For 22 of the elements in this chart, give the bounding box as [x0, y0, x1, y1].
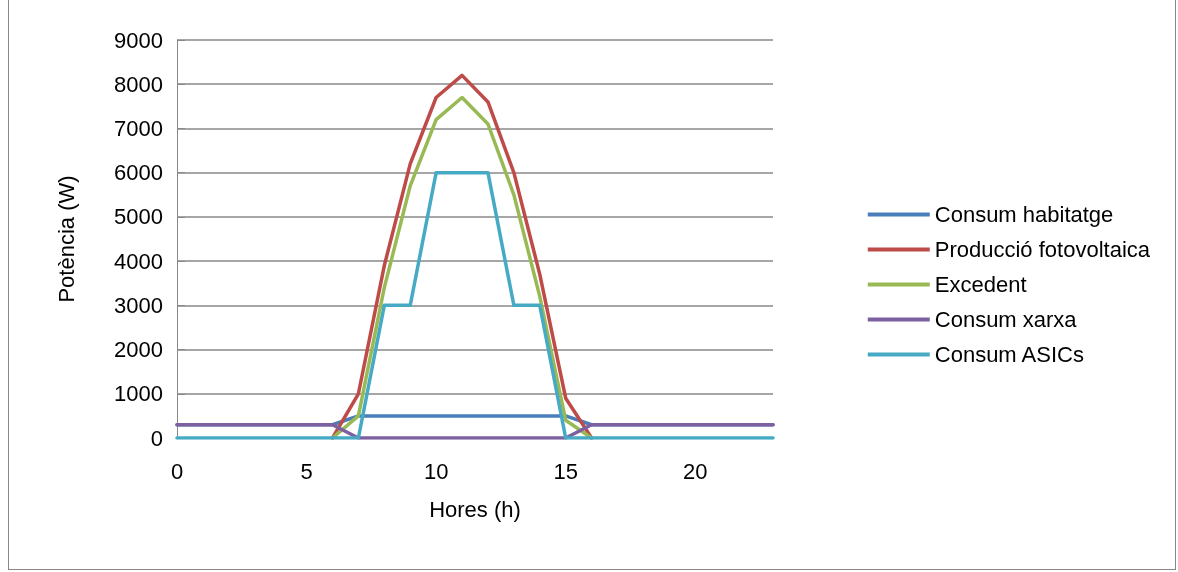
legend-label: Excedent	[934, 272, 1027, 297]
y-tick-label: 1000	[114, 381, 163, 407]
y-tick-label: 8000	[114, 71, 163, 97]
legend-label: Consum ASICs	[934, 342, 1084, 367]
y-tick-label: 0	[150, 425, 163, 451]
y-tick-label: 2000	[114, 337, 163, 363]
x-tick-label: 0	[170, 458, 184, 484]
y-tick-label: 3000	[114, 292, 163, 318]
y-tick-label: 5000	[114, 204, 163, 230]
x-axis-title: Hores (h)	[429, 496, 521, 522]
legend-label: Producció fotovoltaica	[934, 237, 1151, 262]
y-tick-label: 9000	[114, 27, 163, 53]
x-tick-label: 10	[423, 458, 449, 484]
y-tick-label: 7000	[114, 115, 163, 141]
x-tick-label: 20	[683, 458, 708, 484]
y-axis-title: Potència (W)	[53, 175, 79, 303]
y-tick-label: 6000	[114, 160, 163, 186]
x-tick-label: 15	[553, 458, 578, 484]
legend-label: Consum habitatge	[934, 202, 1114, 227]
legend-label: Consum xarxa	[934, 307, 1078, 332]
x-tick-label: 5	[300, 458, 313, 484]
y-tick-label: 4000	[114, 248, 163, 274]
